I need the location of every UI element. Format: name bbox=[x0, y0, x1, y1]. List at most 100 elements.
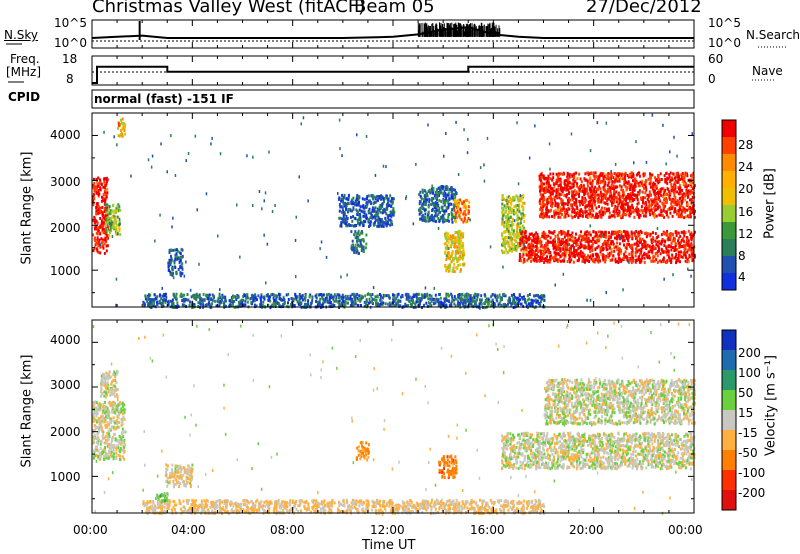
data-cell-7 bbox=[457, 235, 460, 239]
data-cell-1 bbox=[110, 212, 113, 215]
data-cell-11 bbox=[688, 214, 690, 218]
data-cell-10 bbox=[613, 246, 616, 250]
data-cell-7 bbox=[447, 264, 450, 268]
data-cell-5 bbox=[376, 198, 379, 202]
data-cell-10 bbox=[529, 253, 532, 257]
data-cell-11 bbox=[575, 200, 578, 204]
data-cell-9 bbox=[510, 247, 513, 251]
data-cell-10 bbox=[673, 239, 676, 243]
data-cell-6 bbox=[443, 209, 446, 213]
data-cell-8 bbox=[467, 209, 470, 213]
data-cell-6 bbox=[436, 195, 438, 199]
data-cell-12 bbox=[319, 297, 322, 301]
data-cell-11 bbox=[540, 180, 543, 184]
data-cell-9 bbox=[510, 238, 513, 241]
data-cell-1 bbox=[118, 219, 121, 223]
data-cell-11 bbox=[580, 189, 583, 193]
data-cell-7 bbox=[448, 251, 451, 255]
data-cell-11 bbox=[690, 199, 693, 203]
data-cell-12 bbox=[457, 293, 459, 297]
data-cell-0 bbox=[95, 224, 98, 228]
data-cell-10 bbox=[667, 238, 670, 242]
data-cell-0 bbox=[100, 222, 103, 225]
data-cell-8 bbox=[463, 217, 466, 220]
data-cell-5 bbox=[391, 209, 394, 213]
data-cell-5 bbox=[364, 220, 367, 224]
data-cell-6 bbox=[429, 191, 432, 195]
data-cell-12 bbox=[230, 304, 233, 307]
data-cell-11 bbox=[608, 176, 611, 180]
data-cell-11 bbox=[630, 211, 632, 215]
data-cell-12 bbox=[169, 299, 172, 303]
data-cell-0 bbox=[99, 186, 102, 190]
data-cell-6 bbox=[423, 189, 426, 193]
data-cell-12 bbox=[299, 297, 302, 300]
data-cell-0 bbox=[105, 232, 108, 236]
data-cell-11 bbox=[597, 188, 600, 192]
data-cell-10 bbox=[532, 235, 535, 239]
data-cell-11 bbox=[677, 212, 680, 216]
data-cell-10 bbox=[631, 259, 633, 263]
data-cell-10 bbox=[659, 252, 662, 256]
data-cell-12 bbox=[196, 294, 199, 298]
data-cell-7 bbox=[454, 253, 457, 257]
data-cell-10 bbox=[646, 233, 649, 237]
data-cell-11 bbox=[632, 186, 634, 190]
data-cell-10 bbox=[559, 247, 562, 251]
data-cell-11 bbox=[593, 174, 596, 178]
data-cell-11 bbox=[664, 204, 667, 208]
data-cell-7 bbox=[451, 236, 454, 239]
data-cell-11 bbox=[583, 188, 586, 192]
data-cell-8 bbox=[468, 200, 471, 204]
data-cell-12 bbox=[269, 306, 272, 310]
data-cell-11 bbox=[626, 186, 629, 190]
data-cell-12 bbox=[182, 294, 185, 298]
data-cell-11 bbox=[652, 181, 655, 185]
data-cell-12 bbox=[536, 299, 539, 303]
data-cell-9 bbox=[517, 199, 520, 203]
data-cell-11 bbox=[609, 199, 612, 203]
data-cell-10 bbox=[660, 260, 663, 264]
data-cell-11 bbox=[667, 187, 670, 191]
data-cell-6 bbox=[437, 212, 440, 216]
data-cell-10 bbox=[670, 241, 673, 245]
data-cell-10 bbox=[681, 244, 684, 248]
data-cell-6 bbox=[440, 205, 443, 209]
data-cell-3 bbox=[181, 267, 184, 271]
data-cell-11 bbox=[582, 190, 585, 193]
data-cell-11 bbox=[577, 212, 580, 215]
data-cell-11 bbox=[568, 173, 571, 177]
data-cell-11 bbox=[673, 198, 676, 202]
data-cell-11 bbox=[553, 213, 556, 217]
data-cell-11 bbox=[595, 206, 598, 210]
data-cell-7 bbox=[443, 242, 446, 246]
data-cell-6 bbox=[452, 203, 455, 207]
data-cell-6 bbox=[431, 215, 434, 219]
data-cell-0 bbox=[93, 189, 96, 193]
data-cell-2 bbox=[117, 126, 120, 130]
data-cell-11 bbox=[646, 193, 649, 197]
data-cell-10 bbox=[651, 240, 654, 244]
data-cell-11 bbox=[664, 193, 667, 197]
data-cell-12 bbox=[464, 301, 467, 305]
data-cell-12 bbox=[296, 295, 299, 299]
data-cell-11 bbox=[678, 197, 681, 201]
data-cell-9 bbox=[517, 236, 520, 240]
data-cell-10 bbox=[586, 230, 589, 234]
data-cell-11 bbox=[563, 180, 566, 184]
data-cell-5 bbox=[386, 205, 389, 209]
data-cell-11 bbox=[616, 211, 619, 215]
data-cell-11 bbox=[589, 176, 592, 180]
data-cell-11 bbox=[549, 209, 552, 213]
data-cell-10 bbox=[662, 260, 665, 264]
data-cell-11 bbox=[579, 210, 581, 214]
data-cell-12 bbox=[507, 302, 509, 306]
data-cell-12 bbox=[407, 293, 410, 297]
data-cell-7 bbox=[453, 245, 456, 248]
data-cell-10 bbox=[618, 250, 621, 254]
data-cell-12 bbox=[213, 299, 216, 303]
data-cell-5 bbox=[380, 203, 383, 207]
data-cell-11 bbox=[689, 192, 692, 196]
data-cell-10 bbox=[658, 241, 661, 245]
data-cell-8 bbox=[455, 211, 458, 215]
